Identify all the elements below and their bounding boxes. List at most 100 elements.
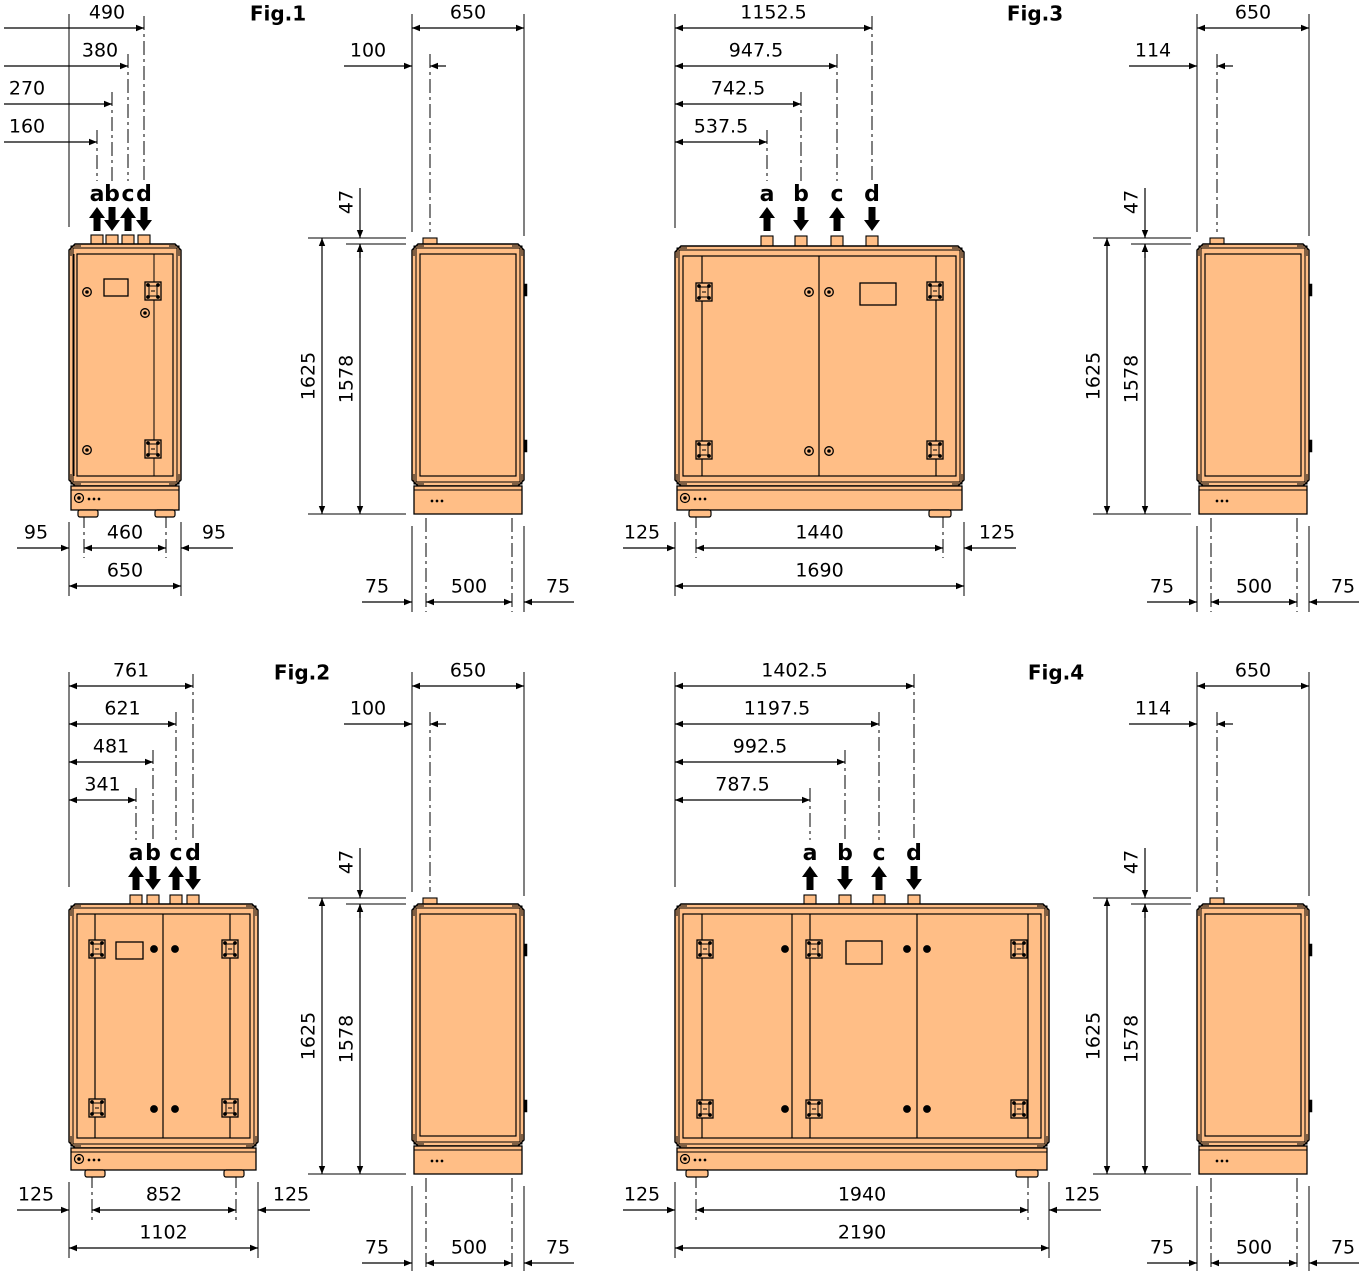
dimension-label: 537.5 bbox=[694, 116, 748, 138]
corner-profile bbox=[952, 474, 963, 485]
display-window bbox=[103, 278, 129, 297]
flow-arrow bbox=[168, 866, 184, 890]
rect bbox=[225, 1102, 235, 1114]
circle bbox=[1022, 1113, 1026, 1117]
rect bbox=[930, 444, 940, 456]
base-rail bbox=[676, 1147, 1048, 1171]
circle bbox=[827, 449, 831, 453]
circle bbox=[697, 296, 701, 300]
screw-fitting bbox=[923, 945, 931, 953]
rect bbox=[699, 286, 709, 298]
lock-fitting bbox=[82, 287, 92, 297]
circle bbox=[156, 441, 160, 445]
corner-profile bbox=[169, 245, 180, 256]
circle bbox=[233, 1112, 237, 1116]
dimension-label: 75 bbox=[1150, 576, 1174, 598]
corner-profile bbox=[413, 474, 424, 485]
circle bbox=[440, 499, 444, 503]
circle bbox=[807, 941, 811, 945]
circle bbox=[440, 1159, 444, 1163]
cabinet-outline bbox=[1196, 903, 1310, 1147]
circle bbox=[156, 283, 160, 287]
flow-arrow-up bbox=[120, 207, 136, 231]
circle bbox=[92, 497, 96, 501]
circle bbox=[708, 941, 712, 945]
circle bbox=[223, 953, 227, 957]
flow-arrow-up bbox=[759, 207, 775, 231]
circle bbox=[707, 296, 711, 300]
circle bbox=[146, 453, 150, 457]
circle bbox=[804, 446, 814, 456]
dimension-label: 100 bbox=[350, 698, 386, 720]
corner-profile bbox=[413, 1134, 424, 1145]
circle bbox=[817, 1101, 821, 1105]
dimension-label: 742.5 bbox=[711, 78, 765, 100]
dimension-label: 114 bbox=[1135, 698, 1171, 720]
screw-fitting bbox=[150, 945, 158, 953]
corner-profile bbox=[1297, 245, 1308, 256]
dimension-label: 160 bbox=[9, 116, 45, 138]
dimension-label: 1625 bbox=[298, 352, 320, 400]
dimension-label: 1197.5 bbox=[744, 698, 810, 720]
dimension-label: 1578 bbox=[1121, 355, 1143, 403]
circle bbox=[146, 441, 150, 445]
dimension-label: 75 bbox=[1331, 1237, 1355, 1259]
circle bbox=[1215, 499, 1219, 503]
dimension-label: 75 bbox=[365, 1237, 389, 1259]
pipe-connection-label: b bbox=[104, 182, 120, 207]
corner-profile bbox=[70, 1136, 81, 1147]
corner-profile bbox=[1198, 245, 1209, 256]
circle bbox=[1022, 941, 1026, 945]
panel-edge bbox=[419, 253, 517, 477]
circle bbox=[1225, 499, 1229, 503]
dimension-label: 125 bbox=[1064, 1184, 1100, 1206]
rect bbox=[92, 943, 102, 955]
dimension-label: 125 bbox=[624, 1184, 660, 1206]
cabinet-foot bbox=[688, 509, 712, 518]
front-view-fig-2: 341 481 621 761 a b c d 852 125 125 1102 bbox=[17, 660, 310, 1258]
dimension-label: 2190 bbox=[838, 1222, 886, 1244]
circle bbox=[698, 1101, 702, 1105]
circle bbox=[85, 290, 89, 294]
corner-profile bbox=[512, 1134, 523, 1145]
circle bbox=[708, 1101, 712, 1105]
circle bbox=[817, 1113, 821, 1117]
circle bbox=[146, 295, 150, 299]
flow-arrow-up bbox=[89, 207, 105, 231]
dimension-label: 650 bbox=[450, 660, 486, 682]
circle bbox=[698, 497, 702, 501]
corner-profile bbox=[512, 905, 523, 916]
hinge-bracket bbox=[805, 939, 823, 959]
corner-profile bbox=[1198, 905, 1209, 916]
cabinet-body bbox=[674, 903, 1050, 1149]
circle bbox=[697, 284, 701, 288]
dimension-label: 75 bbox=[1331, 576, 1355, 598]
circle bbox=[697, 454, 701, 458]
circle bbox=[87, 1158, 91, 1162]
flow-arrow-down bbox=[864, 207, 880, 231]
corner-profile bbox=[70, 245, 81, 256]
circle bbox=[708, 1113, 712, 1117]
circle bbox=[1022, 1101, 1026, 1105]
side-latch bbox=[1308, 439, 1313, 453]
dimension-label: 95 bbox=[202, 522, 226, 544]
rect bbox=[930, 285, 940, 297]
flow-arrow-up bbox=[168, 866, 184, 890]
circle bbox=[693, 497, 697, 501]
flow-arrow bbox=[145, 866, 161, 890]
circle bbox=[90, 1100, 94, 1104]
base-rail bbox=[413, 1145, 523, 1175]
frame-inner-edge bbox=[72, 247, 178, 483]
rect bbox=[809, 1103, 819, 1115]
pipe-connection-label: a bbox=[803, 841, 818, 866]
flow-arrow-down bbox=[145, 866, 161, 890]
cabinet-foot bbox=[77, 509, 99, 518]
flow-arrow bbox=[793, 207, 809, 231]
rect bbox=[1014, 1103, 1024, 1115]
figure-title: Fig.2 bbox=[274, 661, 330, 685]
circle bbox=[683, 1157, 687, 1161]
circle bbox=[824, 287, 834, 297]
dimension-label: 1102 bbox=[139, 1222, 187, 1244]
rect bbox=[1014, 943, 1024, 955]
circle bbox=[708, 953, 712, 957]
